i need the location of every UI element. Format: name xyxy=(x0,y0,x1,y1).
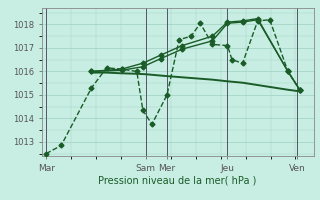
X-axis label: Pression niveau de la mer( hPa ): Pression niveau de la mer( hPa ) xyxy=(99,175,257,185)
